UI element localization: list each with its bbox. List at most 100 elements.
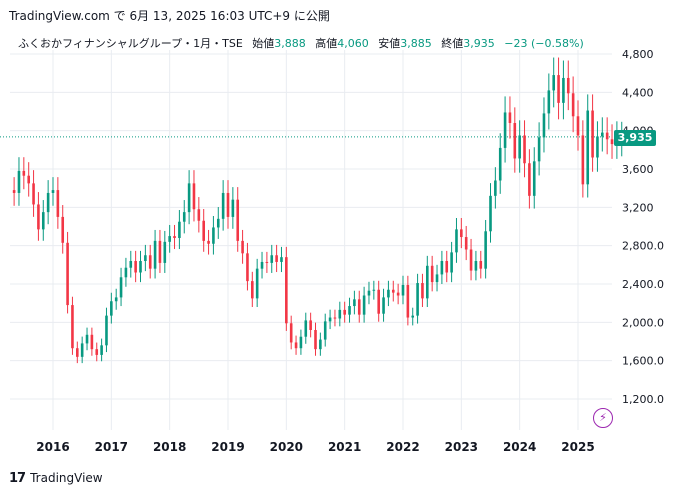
publish-info: TradingView.com で 6月 13, 2025 16:03 UTC+… xyxy=(9,9,330,23)
symbol-name: ふくおかフィナンシャルグループ・1月・TSE xyxy=(18,37,243,50)
y-tick-label: 2,000.0 xyxy=(622,316,664,329)
candle-body xyxy=(17,170,21,193)
candle-body xyxy=(323,321,327,340)
candle-body xyxy=(596,136,599,158)
y-tick-label: 4,800 xyxy=(622,48,654,61)
candle-body xyxy=(100,345,103,355)
footer: 17 TradingView xyxy=(9,468,103,488)
lightning-icon[interactable]: ⚡ xyxy=(593,408,613,428)
candle-body xyxy=(348,306,351,315)
change-value: −23 (−0.58%) xyxy=(504,37,584,50)
candle-body xyxy=(309,320,312,330)
candle-body xyxy=(523,135,526,164)
candle-body xyxy=(163,241,167,263)
y-tick-label: 2,400.0 xyxy=(622,278,664,291)
low-label: 安値 xyxy=(378,37,401,50)
candle-body xyxy=(343,309,346,315)
candle-body xyxy=(319,339,322,350)
last-price-tag: 3,935 xyxy=(614,130,656,146)
candle-body xyxy=(430,265,434,283)
high-label: 高値 xyxy=(315,37,338,50)
y-tick-label: 4,400 xyxy=(622,86,654,99)
candle-body xyxy=(105,315,108,346)
candle-body xyxy=(581,135,585,185)
x-tick-label: 2021 xyxy=(328,440,361,454)
candle-body xyxy=(537,137,541,162)
candle-body xyxy=(148,255,152,269)
x-tick-label: 2017 xyxy=(95,440,128,454)
candle-body xyxy=(440,261,444,275)
candle-body xyxy=(110,301,113,316)
candle-body xyxy=(144,255,147,261)
candle-body xyxy=(85,334,89,344)
candle-body xyxy=(503,112,507,148)
candle-body xyxy=(401,284,405,296)
close-label: 終値 xyxy=(441,37,464,50)
candle-body xyxy=(382,297,385,314)
candle-body xyxy=(542,113,546,138)
candle-body xyxy=(421,283,424,299)
candle-body xyxy=(289,323,293,343)
candle-body xyxy=(275,255,278,262)
candle-body xyxy=(314,330,317,350)
candle-body xyxy=(562,77,565,103)
candle-body xyxy=(435,274,439,283)
candle-body xyxy=(396,292,400,296)
candle-body xyxy=(494,180,497,196)
candle-body xyxy=(547,90,551,114)
footer-logo-text: TradingView xyxy=(30,471,103,485)
candle-body xyxy=(231,199,235,217)
candle-body xyxy=(158,240,162,263)
candle-body xyxy=(367,290,371,296)
candle-body xyxy=(260,261,264,269)
candle-body xyxy=(46,192,50,213)
high-value: 4,060 xyxy=(337,37,369,50)
x-tick-label: 2020 xyxy=(270,440,303,454)
candle-body xyxy=(221,192,225,219)
candle-body xyxy=(372,289,376,291)
candle-body xyxy=(61,216,65,243)
candle-body xyxy=(202,220,205,241)
candle-body xyxy=(552,75,555,91)
candle-body xyxy=(460,229,463,238)
candle-body xyxy=(280,257,283,262)
candle-body xyxy=(391,289,395,293)
candle-body xyxy=(357,299,361,315)
x-tick-label: 2023 xyxy=(445,440,478,454)
candle-body xyxy=(566,77,570,94)
candle-body xyxy=(328,317,332,322)
candle-body xyxy=(51,190,55,193)
close-value: 3,935 xyxy=(463,37,495,50)
candle-body xyxy=(129,261,133,268)
candle-body xyxy=(236,199,240,241)
candle-body xyxy=(56,190,60,217)
candle-body xyxy=(66,242,69,306)
candle-body xyxy=(178,221,181,238)
candle-body xyxy=(416,283,419,316)
candle-body xyxy=(285,257,288,324)
candle-body xyxy=(114,297,118,302)
open-value: 3,888 xyxy=(274,37,306,50)
candle-body xyxy=(571,93,575,117)
candle-body xyxy=(119,277,123,298)
candle-body xyxy=(192,183,196,210)
candle-body xyxy=(513,123,517,159)
x-tick-label: 2018 xyxy=(153,440,186,454)
candle-body xyxy=(469,249,473,271)
candle-body xyxy=(124,267,128,278)
y-tick-label: 1,600.0 xyxy=(622,355,664,368)
candle-body xyxy=(576,116,580,136)
candle-body xyxy=(251,281,254,299)
x-tick-label: 2022 xyxy=(386,440,419,454)
candle-body xyxy=(353,299,356,307)
x-tick-label: 2019 xyxy=(211,440,244,454)
y-tick-label: 3,600 xyxy=(622,163,654,176)
candle-body xyxy=(37,204,40,230)
candle-body xyxy=(197,209,201,221)
candle-body xyxy=(90,334,94,350)
candle-body xyxy=(212,227,215,244)
candle-body xyxy=(464,237,468,250)
candle-body xyxy=(41,212,45,230)
candle-body xyxy=(187,183,191,213)
